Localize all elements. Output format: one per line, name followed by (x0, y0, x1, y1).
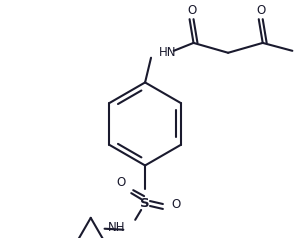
Text: S: S (140, 196, 150, 210)
Text: NH: NH (108, 221, 125, 234)
Text: O: O (117, 176, 126, 189)
Text: O: O (187, 4, 196, 17)
Text: O: O (256, 4, 265, 17)
Text: O: O (171, 199, 180, 212)
Text: HN: HN (159, 46, 177, 59)
